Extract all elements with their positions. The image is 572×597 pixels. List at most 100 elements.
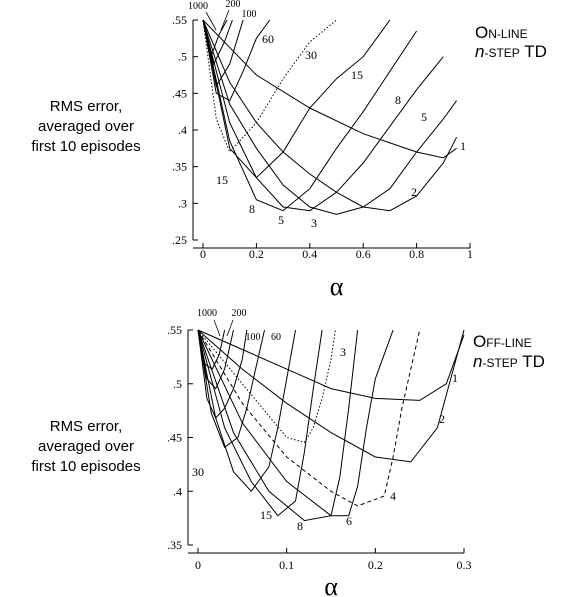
series-line-n-6	[197, 329, 394, 517]
y-axis-label-line: first 10 episodes	[31, 138, 140, 155]
title-cap: O	[475, 23, 488, 42]
curve-label-n-3: 3	[340, 345, 346, 359]
chart-title-line1: OFF-LINE	[473, 332, 532, 351]
series-line-n-2	[197, 329, 465, 463]
curve-label-n-15: 15	[351, 68, 363, 82]
chart-title-line2: n-STEP TD	[475, 42, 547, 61]
title-rest: TD	[520, 42, 547, 61]
x-tick-label: 0	[195, 558, 201, 572]
y-tick-label: .35	[167, 538, 182, 552]
y-axis-label-line: first 10 episodes	[31, 458, 140, 475]
x-tick-label: 0.1	[279, 558, 294, 572]
y-axis-label-line: averaged over	[38, 118, 134, 135]
y-tick-label: .45	[167, 431, 182, 445]
y-axis-label-line: averaged over	[38, 438, 134, 455]
curve-label-n-8: 8	[297, 519, 303, 533]
curve-label-n-4: 4	[390, 489, 396, 503]
x-axis-label: α	[330, 272, 344, 301]
y-tick-label: .5	[178, 50, 187, 64]
series-line-n-60	[202, 19, 271, 102]
curve-label-n-2: 2	[411, 185, 417, 199]
label-pointer	[213, 319, 221, 337]
series-line-n-200	[197, 329, 234, 390]
y-axis-label-line: RMS error,	[50, 418, 123, 435]
curve-label-n-1: 1	[452, 371, 458, 385]
series-line-n-2	[202, 19, 458, 212]
curve-label-n-1: 1	[460, 139, 466, 153]
series-line-n-100	[202, 19, 244, 88]
series-line-n-5	[202, 19, 444, 212]
x-axis-label: α	[324, 572, 338, 597]
curve-label-n-8: 8	[395, 93, 401, 107]
x-tick-label: 0.4	[302, 247, 317, 261]
series-line-n-200	[202, 19, 233, 66]
chart-title-line1: ON-LINE	[475, 23, 528, 42]
series-line-n-8	[202, 19, 418, 212]
series-line-n-8	[197, 329, 359, 522]
curve-label-n-1000: 1000	[197, 308, 217, 319]
title-smallcaps: -STEP	[484, 46, 519, 60]
series-line-n-1000	[197, 329, 226, 370]
series-line-n-4	[197, 329, 421, 507]
title-smallcaps: -STEP	[482, 356, 517, 370]
x-tick-label: 0.8	[409, 247, 424, 261]
series-line-n-60	[197, 329, 265, 449]
chart-online: 0 0.2 0.4 0.6 0.8 1 .25 .3 .35 .4 .45 .5 .55 α RMS err…	[31, 0, 547, 301]
label-pointer	[220, 9, 230, 31]
title-rest: TD	[518, 352, 545, 371]
chart-title-line2: n-STEP TD	[473, 352, 545, 371]
series-line-n-1000	[202, 19, 228, 59]
x-tick-label: 0	[200, 247, 206, 261]
series-line-n-30	[202, 19, 337, 153]
curve-label-n-15: 15	[216, 173, 228, 187]
title-cap: O	[473, 332, 486, 351]
curve-label-n-6: 6	[346, 514, 352, 528]
y-tick-label: .55	[172, 13, 187, 27]
title-n: n	[473, 352, 482, 371]
y-axis-label-line: RMS error,	[50, 98, 123, 115]
series-line-n-15	[202, 19, 391, 179]
curve-label-n-60: 60	[262, 32, 274, 46]
x-tick-label: 1	[467, 247, 473, 261]
curve-label-n-1000: 1000	[188, 1, 208, 12]
curve-label-n-5: 5	[421, 110, 427, 124]
chart-offline: 0 0.1 0.2 0.3 .35 .4 .45 .5 .55 α RMS error, averag…	[31, 308, 545, 597]
curve-label-n-200: 200	[226, 0, 241, 10]
curve-label-n-30: 30	[305, 48, 317, 62]
series-line-n-1	[197, 329, 465, 401]
curve-label-n-30: 30	[192, 465, 204, 479]
curve-label-n-200: 200	[232, 308, 247, 319]
series-line-n-30	[197, 329, 296, 493]
curve-label-n-15: 15	[260, 508, 272, 522]
y-tick-label: .3	[178, 196, 187, 210]
title-smallcaps: N-LINE	[488, 27, 527, 41]
y-tick-label: .35	[172, 160, 187, 174]
curve-label-n-2: 2	[439, 412, 445, 426]
title-n: n	[475, 42, 484, 61]
label-pointer	[205, 11, 217, 31]
series-line-n-100	[197, 329, 248, 419]
x-tick-label: 0.2	[368, 558, 383, 572]
curve-label-n-5: 5	[278, 213, 284, 227]
series-line-n-15	[197, 329, 323, 517]
y-tick-label: .45	[172, 86, 187, 100]
y-tick-label: .4	[173, 484, 182, 498]
x-tick-label: 0.3	[457, 558, 472, 572]
curve-label-n-100: 100	[242, 9, 257, 20]
label-pointer	[226, 319, 234, 337]
series-line-n-3	[197, 329, 336, 443]
curve-label-n-8: 8	[249, 202, 255, 216]
series-line-n-1	[202, 19, 457, 159]
y-tick-label: .25	[172, 233, 187, 247]
title-smallcaps: FF-LINE	[486, 336, 531, 350]
curve-label-n-100: 100	[246, 332, 261, 343]
y-tick-label: .5	[173, 377, 182, 391]
curve-label-n-60: 60	[271, 332, 281, 343]
x-tick-label: 0.2	[249, 247, 264, 261]
series-line-n-3	[202, 19, 458, 215]
x-tick-label: 0.6	[356, 247, 371, 261]
y-tick-label: .55	[167, 323, 182, 337]
curve-label-n-3: 3	[311, 216, 317, 230]
y-tick-label: .4	[178, 123, 187, 137]
